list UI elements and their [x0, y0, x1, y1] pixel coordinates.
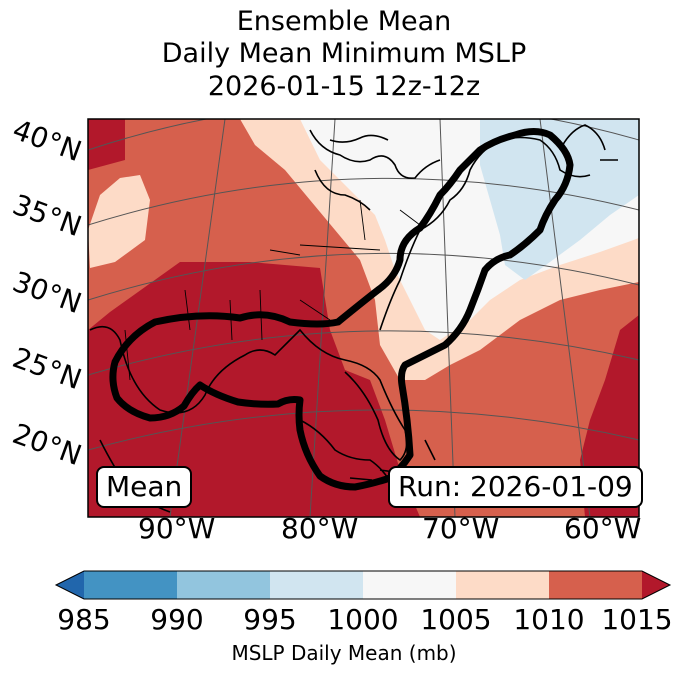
title-line-1: Ensemble Mean — [236, 6, 452, 37]
colorbar-extend-high — [642, 571, 670, 599]
colorbar-tick-990: 990 — [150, 603, 204, 636]
lon-label-70w: 70°W — [422, 512, 500, 545]
lon-label-60w: 60°W — [564, 512, 642, 545]
title-line-3: 2026-01-15 12z-12z — [207, 71, 481, 102]
ensemble-contour — [109, 128, 574, 491]
colorbar-segment-1000-1005 — [363, 571, 456, 599]
field-1010-1015-gulf — [88, 262, 420, 517]
lon-label-80w: 80°W — [281, 512, 359, 545]
map-frame — [87, 118, 640, 518]
title-line-2: Daily Mean Minimum MSLP — [161, 38, 527, 69]
colorbar-label: MSLP Daily Mean (mb) — [231, 641, 457, 665]
colorbar-tick-985: 985 — [57, 603, 111, 636]
colorbar-tick-995: 995 — [243, 603, 297, 636]
colorbar-segment-990-995 — [177, 571, 270, 599]
colorbar-segment-1010-1015 — [549, 571, 642, 599]
colorbar-segment-995-1000 — [270, 571, 363, 599]
colorbar-extend-low — [56, 571, 84, 599]
mslp-field — [88, 119, 639, 517]
colorbar-tick-1005: 1005 — [420, 603, 492, 636]
colorbar-tick-1000: 1000 — [327, 603, 399, 636]
colorbar-segment-985-990 — [84, 571, 177, 599]
colorbar-tick-1015: 1015 — [601, 603, 673, 636]
colorbar-outline — [54, 570, 672, 600]
lon-label-90w: 90°W — [138, 512, 216, 545]
run-date-label: Run: 2026-01-09 — [388, 466, 643, 508]
mean-label: Mean — [96, 466, 193, 508]
colorbar — [54, 570, 672, 600]
colorbar-segment-1005-1010 — [456, 571, 549, 599]
field-1000-1005-west — [88, 175, 150, 268]
colorbar-tick-1010: 1010 — [513, 603, 585, 636]
